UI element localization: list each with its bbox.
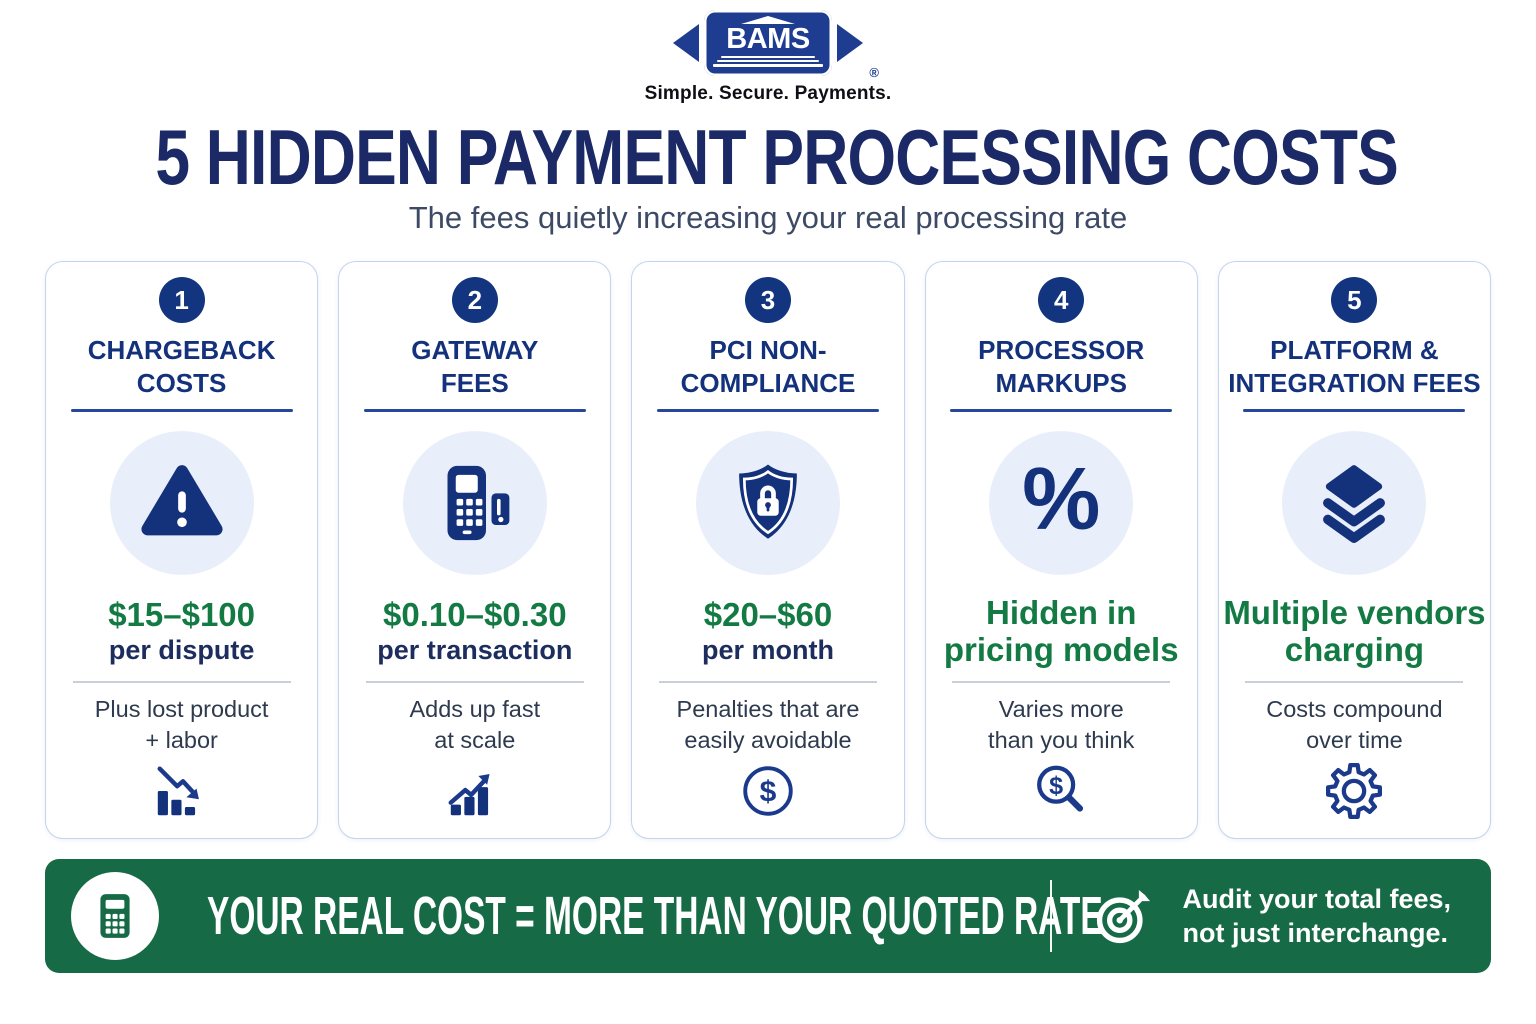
logo-roof-icon (741, 16, 795, 24)
rising-bar-chart-icon (444, 760, 506, 827)
cost-range: Multiple vendors charging (1223, 594, 1486, 668)
logo-box: BAMS (704, 10, 832, 76)
logo-base-lines (713, 54, 823, 67)
card-note: Varies more than you think (988, 695, 1135, 753)
title-divider (950, 409, 1173, 412)
bams-logo: BAMS ® Simple. Secure. Payments. (0, 0, 1536, 105)
cost-range: Hidden in pricing models (943, 594, 1179, 668)
card-note: Adds up fast at scale (409, 695, 541, 753)
cost-range: $20–$60 (703, 595, 833, 633)
page-subtitle: The fees quietly increasing your real pr… (408, 200, 1128, 235)
gear-icon (1323, 760, 1385, 827)
value-block: $15–$100 per dispute (108, 590, 255, 672)
cost-unit: per dispute (108, 634, 255, 665)
value-block: Hidden in pricing models (944, 590, 1179, 672)
bams-logo-emblem: BAMS ® (673, 10, 879, 80)
cost-cards-row: 1 CHARGEBACK COSTS $15–$100 per dispute … (45, 261, 1492, 839)
note-divider (952, 681, 1171, 683)
card-title: CHARGEBACK COSTS (87, 335, 276, 398)
banner-divider (1049, 880, 1053, 952)
number-badge: 1 (158, 277, 205, 323)
note-divider (659, 681, 877, 683)
cost-unit: per transaction (377, 634, 573, 665)
value-block: $0.10–$0.30 per transaction (377, 590, 572, 672)
logo-brand-text: BAMS (726, 23, 810, 55)
warning-triangle-icon (109, 431, 254, 575)
shield-lock-icon (696, 431, 840, 575)
card-title: PCI NON- COMPLIANCE (680, 335, 856, 398)
dollar-circle-icon: $ (737, 760, 799, 827)
number-badge: 2 (451, 277, 498, 323)
card-title: PROCESSOR MARKUPS (978, 335, 1145, 398)
logo-tagline: Simple. Secure. Payments. (644, 83, 892, 104)
value-block: $20–$60 per month (702, 590, 834, 672)
card-gateway-fees: 2 GATEWAY FEES $0.10–$0.30 per tr (338, 261, 612, 839)
title-divider (70, 409, 293, 412)
declining-bar-chart-icon (151, 760, 213, 827)
cost-range: $0.10–$0.30 (383, 595, 567, 633)
layers-icon (1282, 431, 1427, 575)
card-title: GATEWAY FEES (411, 335, 539, 398)
card-title: PLATFORM & INTEGRATION FEES (1228, 335, 1481, 398)
title-divider (363, 409, 586, 412)
page-title: 5 HIDDEN PAYMENT PROCESSING COSTS (155, 113, 1398, 201)
summary-banner: YOUR REAL COST = MORE THAN YOUR QUOTED R… (45, 859, 1491, 973)
title-divider (657, 409, 879, 412)
calculator-icon (71, 872, 159, 960)
cost-unit: per month (702, 634, 834, 665)
percent-icon: % (989, 431, 1134, 575)
cost-range: $15–$100 (108, 595, 256, 633)
value-block: Multiple vendors charging (1223, 590, 1485, 672)
banner-tip-text: Audit your total fees, not just intercha… (1182, 884, 1451, 948)
dollar-magnifier-icon: $ (1030, 760, 1092, 827)
card-chargeback-costs: 1 CHARGEBACK COSTS $15–$100 per dispute … (45, 261, 319, 839)
banner-headline: YOUR REAL COST = MORE THAN YOUR QUOTED R… (207, 886, 1103, 946)
card-note: Costs compound over time (1266, 695, 1443, 753)
banner-tip: Audit your total fees, not just intercha… (1090, 882, 1451, 950)
svg-text:$: $ (1049, 771, 1063, 799)
logo-right-arrow-icon (837, 24, 863, 62)
number-badge: 4 (1038, 277, 1085, 323)
card-note: Plus lost product + labor (94, 695, 269, 753)
note-divider (1245, 681, 1464, 683)
title-divider (1243, 409, 1466, 412)
logo-left-arrow-icon (673, 24, 699, 62)
note-divider (365, 681, 584, 683)
number-badge: 5 (1331, 277, 1378, 323)
card-note: Penalties that are easily avoidable (676, 695, 860, 753)
number-badge: 3 (745, 277, 791, 323)
registered-mark: ® (869, 65, 879, 80)
svg-text:$: $ (760, 775, 777, 808)
card-pci-non-compliance: 3 PCI NON- COMPLIANCE $20–$60 per month … (631, 261, 905, 839)
target-arrow-icon (1097, 889, 1151, 944)
card-platform-integration-fees: 5 PLATFORM & INTEGRATION FEES Multiple v… (1217, 261, 1492, 839)
card-processor-markups: 4 PROCESSOR MARKUPS % Hidden in pricing … (924, 261, 1198, 839)
payment-terminal-icon (402, 431, 547, 575)
note-divider (72, 681, 291, 683)
